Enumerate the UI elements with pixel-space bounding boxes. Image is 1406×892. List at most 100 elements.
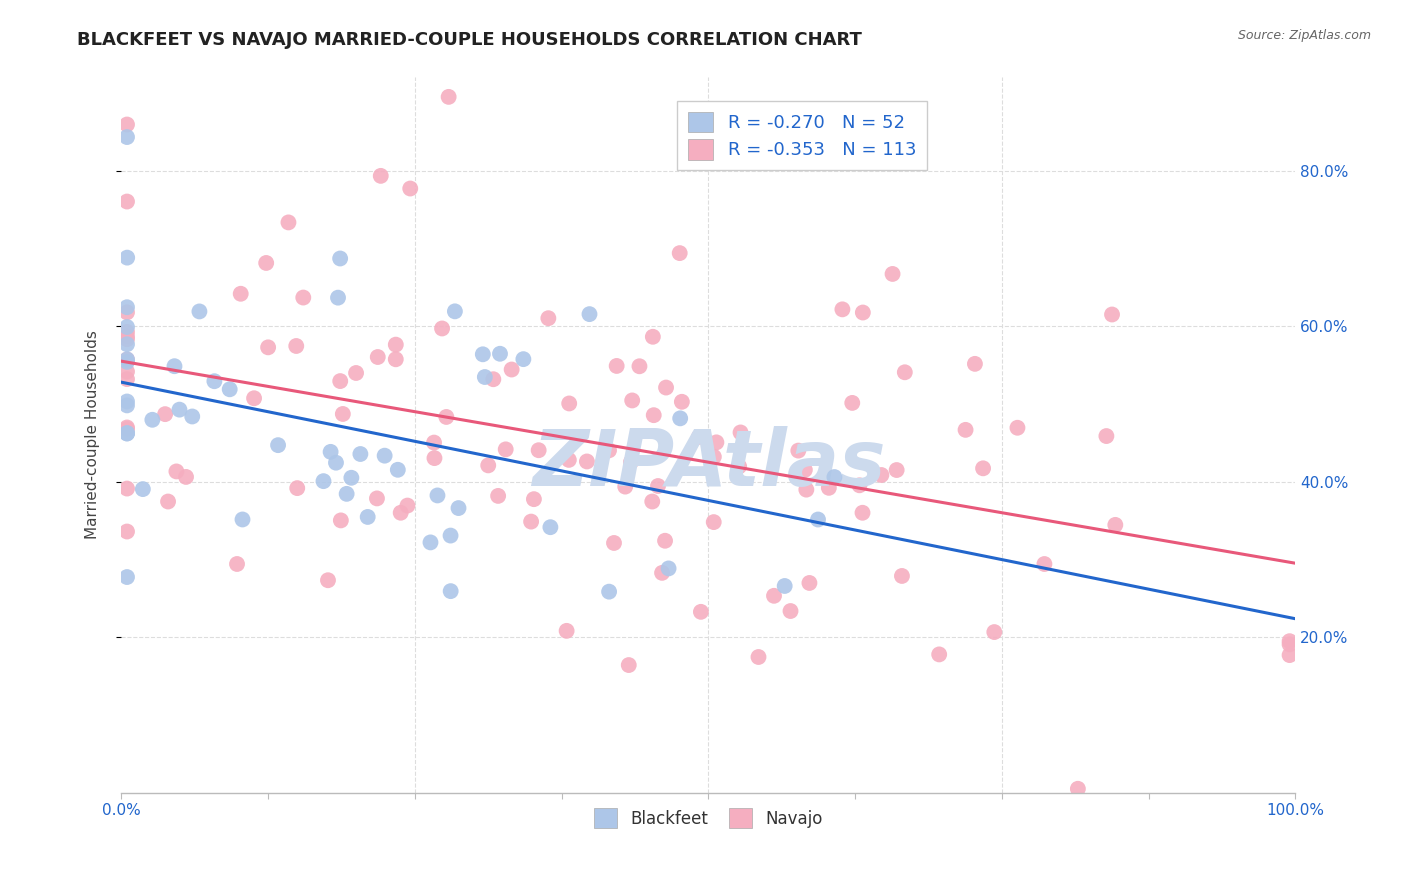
Point — [799, 576, 821, 591]
Point — [643, 408, 665, 422]
Point — [115, 420, 138, 434]
Point — [928, 648, 950, 662]
Point — [174, 470, 197, 484]
Point — [886, 463, 908, 477]
Point — [486, 489, 509, 503]
Point — [329, 513, 352, 527]
Point — [115, 352, 138, 367]
Point — [606, 359, 628, 373]
Point — [598, 443, 620, 458]
Point — [329, 374, 352, 388]
Point — [818, 481, 841, 495]
Point — [851, 506, 873, 520]
Point — [440, 584, 463, 599]
Point — [641, 494, 664, 508]
Point — [477, 458, 499, 473]
Point — [115, 118, 138, 132]
Point — [423, 435, 446, 450]
Point — [430, 321, 453, 335]
Point — [690, 605, 713, 619]
Point — [894, 365, 917, 379]
Point — [527, 443, 550, 458]
Text: BLACKFEET VS NAVAJO MARRIED-COUPLE HOUSEHOLDS CORRELATION CHART: BLACKFEET VS NAVAJO MARRIED-COUPLE HOUSE… — [77, 31, 862, 49]
Point — [396, 499, 419, 513]
Point — [647, 479, 669, 493]
Point — [1101, 308, 1123, 322]
Point — [115, 329, 138, 343]
Point — [482, 372, 505, 386]
Point — [575, 454, 598, 468]
Point — [831, 302, 853, 317]
Point — [367, 350, 389, 364]
Point — [852, 305, 875, 319]
Point — [312, 474, 335, 488]
Point — [349, 447, 371, 461]
Point — [658, 561, 681, 575]
Point — [703, 450, 725, 464]
Point — [366, 491, 388, 506]
Point — [231, 512, 253, 526]
Point — [115, 352, 138, 367]
Point — [202, 374, 225, 388]
Point — [115, 337, 138, 351]
Point — [848, 478, 870, 492]
Point — [471, 347, 494, 361]
Point — [621, 393, 644, 408]
Point — [779, 604, 801, 618]
Point — [292, 291, 315, 305]
Point — [157, 494, 180, 508]
Point — [115, 355, 138, 369]
Point — [1278, 637, 1301, 651]
Point — [169, 402, 191, 417]
Point — [614, 480, 637, 494]
Point — [501, 362, 523, 376]
Point — [882, 267, 904, 281]
Point — [115, 482, 138, 496]
Point — [668, 246, 690, 260]
Point — [115, 426, 138, 441]
Point — [558, 453, 581, 467]
Point — [387, 463, 409, 477]
Point — [651, 566, 673, 580]
Legend: Blackfeet, Navajo: Blackfeet, Navajo — [588, 802, 830, 834]
Point — [423, 451, 446, 466]
Point — [434, 409, 457, 424]
Point — [389, 506, 412, 520]
Point — [523, 492, 546, 507]
Point — [115, 320, 138, 334]
Point — [285, 481, 308, 495]
Point — [385, 337, 408, 351]
Point — [257, 340, 280, 354]
Point — [115, 325, 138, 339]
Point — [598, 584, 620, 599]
Point — [226, 557, 249, 571]
Point — [730, 425, 752, 440]
Point — [1067, 781, 1090, 796]
Point — [555, 624, 578, 638]
Point — [773, 579, 796, 593]
Point — [447, 501, 470, 516]
Point — [370, 169, 392, 183]
Point — [558, 396, 581, 410]
Point — [512, 352, 534, 367]
Point — [671, 394, 693, 409]
Point — [870, 468, 893, 483]
Point — [1007, 421, 1029, 435]
Point — [489, 347, 512, 361]
Point — [115, 372, 138, 386]
Point — [972, 461, 994, 475]
Point — [437, 90, 460, 104]
Point — [728, 459, 751, 474]
Point — [115, 398, 138, 412]
Point — [763, 589, 786, 603]
Point — [229, 286, 252, 301]
Point — [578, 307, 600, 321]
Point — [654, 533, 676, 548]
Point — [1278, 648, 1301, 662]
Point — [703, 515, 725, 529]
Point — [963, 357, 986, 371]
Point — [115, 365, 138, 379]
Point — [538, 520, 561, 534]
Point — [537, 311, 560, 326]
Point — [655, 380, 678, 394]
